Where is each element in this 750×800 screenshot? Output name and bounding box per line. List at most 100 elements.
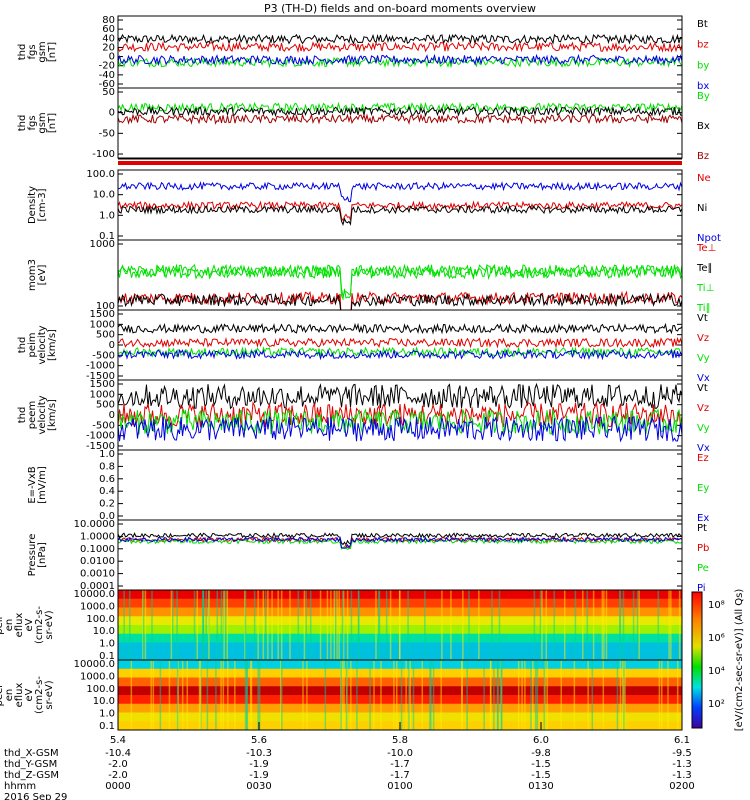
spectrogram-streak <box>563 590 566 660</box>
ytick-density: 1.0 <box>99 210 115 221</box>
panel-peem-velocity: thdpeemvelocity[km/s] 150010005000-500-10… <box>17 379 710 454</box>
series-peim-velocity-1 <box>118 336 682 349</box>
spectrogram-streak <box>302 660 304 730</box>
ytick-peim-velocity: 0 <box>109 340 115 351</box>
legend-temperature-3: Ti∥ <box>696 303 711 314</box>
xrow-value: -10.3 <box>246 748 272 759</box>
spectrogram-streak <box>319 590 322 660</box>
panel-frame <box>117 449 683 521</box>
xrow-value: -1.3 <box>672 770 692 781</box>
spectrogram-streak <box>462 590 464 660</box>
series-pressure-0 <box>118 532 682 546</box>
ytick-peim-velocity: 1000 <box>90 319 115 330</box>
series-fgs-gsm-0 <box>118 33 682 46</box>
legend-peim-velocity-3: Vx <box>697 373 710 384</box>
ytick-peer-spectrogram: 10000.0 <box>74 659 115 670</box>
legend-peem-velocity-2: Vy <box>697 423 710 434</box>
spectrogram-streak <box>336 590 338 660</box>
colorbar-tick: 10⁸ <box>708 600 725 611</box>
spectrogram-streak <box>489 660 492 730</box>
spectrogram-streak <box>638 590 640 660</box>
spectrogram-streak <box>271 590 273 660</box>
series-fgs-gsm-1 <box>118 40 682 54</box>
spectrogram-streak <box>461 660 463 730</box>
date-label: 2016 Sep 29 <box>4 792 67 800</box>
ytick-peem-velocity: 0 <box>109 410 115 421</box>
spectrogram-streak <box>196 590 199 660</box>
legend-e-field-0: Ez <box>697 453 709 464</box>
series-temperature-1 <box>118 292 682 310</box>
ytick-peir-spectrogram: 0.1 <box>99 651 115 662</box>
series-fgs-gsm-3 <box>118 53 682 66</box>
spectrogram-streak <box>223 590 225 660</box>
spectrogram-streak <box>279 660 282 730</box>
spectrogram-streak <box>624 660 626 730</box>
series-peem-velocity-0 <box>118 382 682 410</box>
spectrogram-streak <box>216 590 219 660</box>
series-peim-velocity-0 <box>118 322 682 335</box>
spectrogram-streak <box>289 590 291 660</box>
spectrogram-streak <box>658 660 661 730</box>
ytick-pressure: 0.0001 <box>80 581 115 592</box>
ylabel-density: Density[cm-3] <box>27 186 48 224</box>
legend-fgs-gsm-2-1: Bx <box>697 121 710 132</box>
ytick-peir-spectrogram: 1.0 <box>99 639 115 650</box>
xrow-value: -2.0 <box>108 759 128 770</box>
ytick-fgs-gsm: -60 <box>99 79 115 90</box>
ytick-peem-velocity: -1500 <box>86 441 115 452</box>
ytick-peim-velocity: -1500 <box>86 371 115 382</box>
legend-peim-velocity-0: Vt <box>697 313 708 324</box>
ytick-peer-spectrogram: 1.0 <box>99 709 115 720</box>
spectrogram-streak <box>380 660 382 730</box>
spectrogram-streak <box>369 660 371 730</box>
spectrogram-streak <box>429 660 431 730</box>
spectrogram-streak <box>356 660 358 730</box>
series-fgs-gsm-2 <box>118 56 682 69</box>
spectrogram-streak <box>246 660 248 730</box>
spectrogram-streak <box>605 590 608 660</box>
spectrogram-streak <box>225 590 227 660</box>
spectrogram-streak <box>541 590 543 660</box>
legend-temperature-0: Te⊥ <box>696 243 716 254</box>
spectrogram-streak <box>591 660 594 730</box>
spectrogram-streak <box>341 660 344 730</box>
xrow-value: -9.8 <box>531 748 551 759</box>
spectrogram-streak <box>151 590 153 660</box>
spectrogram-streak <box>430 660 432 730</box>
spectrogram-streak <box>421 660 424 730</box>
spectrogram-streak <box>215 660 217 730</box>
spectrogram-streak <box>373 660 375 730</box>
series-temperature-2 <box>118 263 682 297</box>
spectrogram-band <box>118 695 682 705</box>
legend-density-1: Ni <box>697 203 707 214</box>
xrow-value: -2.0 <box>108 770 128 781</box>
spectrogram-streak <box>346 590 349 660</box>
spectrogram-streak <box>409 660 411 730</box>
spectrogram-streak <box>141 590 144 660</box>
colorbar <box>691 591 703 729</box>
ytick-e-field: 0.0 <box>99 511 115 522</box>
spectrogram-streak <box>601 590 604 660</box>
spectrogram-band <box>118 677 682 687</box>
xrow-value: 0000 <box>105 781 130 792</box>
spectrogram-streak <box>399 590 401 660</box>
spectrogram-streak <box>257 660 259 730</box>
spectrogram-streak <box>334 590 337 660</box>
spectrogram-streak <box>393 660 395 730</box>
spectrogram-streak <box>267 590 269 660</box>
spectrogram-streak <box>193 590 196 660</box>
ytick-fgs-gsm-2: 0 <box>109 108 115 119</box>
panel-temperature: mom3[eV] 1000 100 Te⊥ Te∥ Ti⊥ Ti∥ <box>27 239 716 314</box>
xrow-value: 0030 <box>246 781 271 792</box>
series-fgs-gsm-2-1 <box>118 105 682 118</box>
series-density-1 <box>118 204 682 226</box>
spectrogram-streak <box>206 660 209 730</box>
legend-fgs-gsm-2-0: By <box>697 91 710 102</box>
spectrogram-streak <box>244 660 247 730</box>
spectrogram-streak <box>521 660 523 730</box>
spectrogram-streak <box>249 660 252 730</box>
spectrogram-streak <box>333 590 336 660</box>
spectrogram-streak <box>152 660 155 730</box>
panel-peim-velocity: thdpeimvelocity[km/s] 150010005000-500-10… <box>17 309 710 384</box>
ytick-peir-spectrogram: 100.0 <box>86 614 115 625</box>
